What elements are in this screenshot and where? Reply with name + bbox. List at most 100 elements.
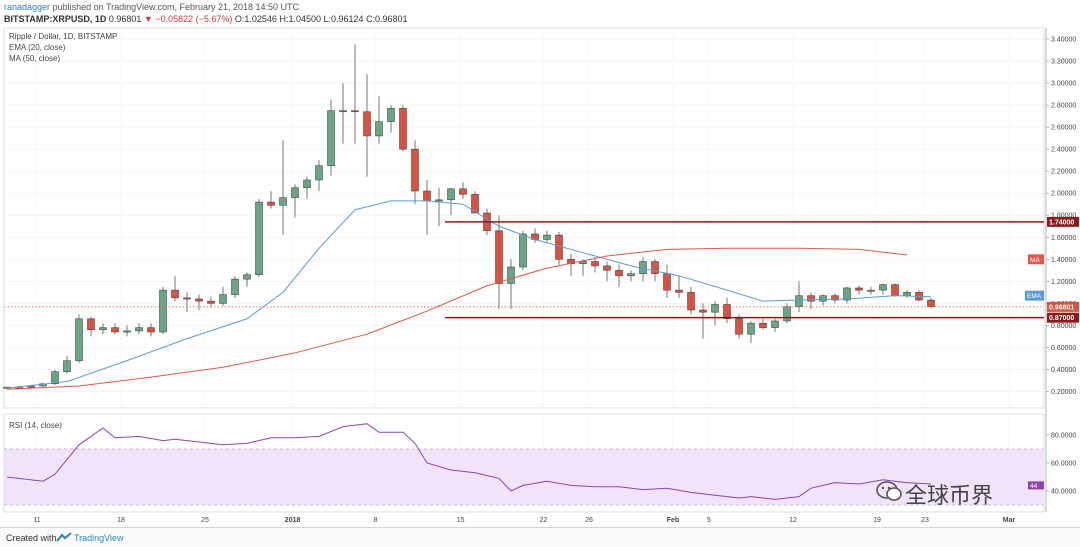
last-price-label: 0.96801 [1049, 304, 1074, 311]
price-change: ▼ −0.05822 (−5.67%) [143, 14, 233, 24]
x-tick-label: 5 [707, 517, 711, 524]
rsi-last-label: 44 [1030, 483, 1038, 490]
candle-body [735, 318, 743, 335]
rsi-last-tag [1028, 481, 1044, 490]
candle-body [879, 284, 887, 291]
candle-body [315, 165, 323, 181]
candle-body [495, 230, 503, 284]
candle-body [699, 309, 707, 313]
candle-body [195, 298, 203, 302]
x-tick-label: 26 [585, 517, 593, 524]
last-price: 0.96801 [108, 14, 142, 24]
x-tick-label: 11 [33, 517, 40, 524]
candle-body [507, 266, 515, 284]
legend-ma: MA (50, close) [9, 54, 60, 63]
candle-body [255, 201, 263, 275]
candle-body [579, 261, 587, 264]
author-link[interactable]: ranadagger [4, 2, 51, 12]
candle-body [723, 304, 731, 320]
candle-body [339, 110, 347, 113]
symbol: BITSTAMP:XRPUSD, 1D [4, 14, 107, 24]
rsi-tick-label: 40.0000 [1051, 489, 1076, 496]
wechat-icon [876, 481, 902, 501]
candle-body [279, 197, 287, 206]
candle-body [159, 289, 167, 333]
level-tag [1047, 312, 1079, 323]
y-tick-label: 3.40000 [1051, 37, 1076, 44]
candle-body [783, 306, 791, 322]
candle-body [183, 297, 191, 300]
rsi-band [4, 449, 1044, 505]
y-tick-label: 0.80000 [1051, 323, 1076, 330]
candle-body [111, 327, 119, 333]
ohlc-values: O:1.02546 H:1.04500 L:0.96124 C:0.96801 [234, 14, 408, 24]
y-tick-label: 0.60000 [1051, 345, 1076, 352]
candle-body [759, 322, 767, 328]
candle-body [855, 287, 863, 291]
candle-body [927, 299, 935, 307]
candle-body [543, 234, 551, 240]
candle-body [399, 108, 407, 150]
x-tick-label: 12 [789, 517, 797, 524]
y-tick-label: 1.60000 [1051, 235, 1076, 242]
symbol-line: BITSTAMP:XRPUSD, 1D 0.96801 ▼ −0.05822 (… [4, 14, 408, 24]
y-tick-label: 2.00000 [1051, 191, 1076, 198]
candle-body [375, 121, 383, 137]
candle-body [135, 327, 143, 332]
candle-body [627, 273, 635, 277]
candle-body [615, 270, 623, 277]
candle-body [867, 289, 875, 292]
rsi-tick-label: 80.0000 [1051, 433, 1076, 440]
candle-body [423, 190, 431, 202]
x-tick-label: 19 [873, 517, 881, 524]
last-price-tag [1047, 301, 1079, 312]
candle-body [219, 294, 227, 304]
ma-tag [1028, 254, 1044, 265]
rsi-legend: RSI (14, close) [9, 421, 62, 430]
candle-body [903, 292, 911, 296]
tradingview-brand[interactable]: TradingView [74, 533, 124, 543]
y-tick-label: 3.00000 [1051, 81, 1076, 88]
candle-body [819, 295, 827, 302]
candle-body [303, 179, 311, 188]
publish-info: published on TradingView.com, February 2… [52, 2, 300, 12]
legend-ema: EMA (20, close) [9, 43, 66, 52]
y-tick-label: 2.40000 [1051, 147, 1076, 154]
candle-body [123, 330, 131, 333]
candle-body [459, 188, 467, 195]
price-chart[interactable]: 3.40000 3.20000 3.00000 2.80000 2.60000 2.400… [0, 0, 1080, 527]
candle-body [675, 289, 683, 293]
legend-title: Ripple / Dollar, 1D, BITSTAMP [9, 32, 117, 41]
rsi-tick-label: 60.0000 [1051, 461, 1076, 468]
x-tick-label: 8 [373, 517, 377, 524]
candle-body [63, 360, 71, 372]
candle-body [351, 110, 359, 113]
candle-body [99, 327, 107, 331]
tradingview-logo-icon [56, 532, 72, 542]
candle-body [411, 148, 419, 192]
x-tick-label: 25 [201, 517, 209, 524]
ema-tag [1025, 290, 1044, 301]
ema-tag-label: EMA [1027, 293, 1042, 300]
candle-body [75, 318, 83, 361]
x-tick-label: 22 [540, 517, 548, 524]
x-tick-label: Feb [667, 517, 679, 524]
ema-line [6, 200, 932, 389]
y-tick-label: 1.40000 [1051, 257, 1076, 264]
candle-body [831, 295, 839, 301]
candle-body [519, 233, 527, 268]
y-tick-label: 2.20000 [1051, 169, 1076, 176]
candle-body [711, 304, 719, 313]
candle-body [291, 187, 299, 198]
candle-body [207, 300, 215, 304]
y-tick-label: 3.20000 [1051, 59, 1076, 66]
level-label: 1.74000 [1049, 219, 1074, 226]
watermark-text: 全球币界 [905, 484, 994, 509]
candle-body [843, 287, 851, 301]
y-tick-label: 1.80000 [1051, 213, 1076, 220]
candle-body [603, 265, 611, 271]
y-tick-label: 2.60000 [1051, 125, 1076, 132]
candle-body [471, 194, 479, 214]
candle-body [267, 201, 275, 206]
ma-line [6, 247, 908, 390]
